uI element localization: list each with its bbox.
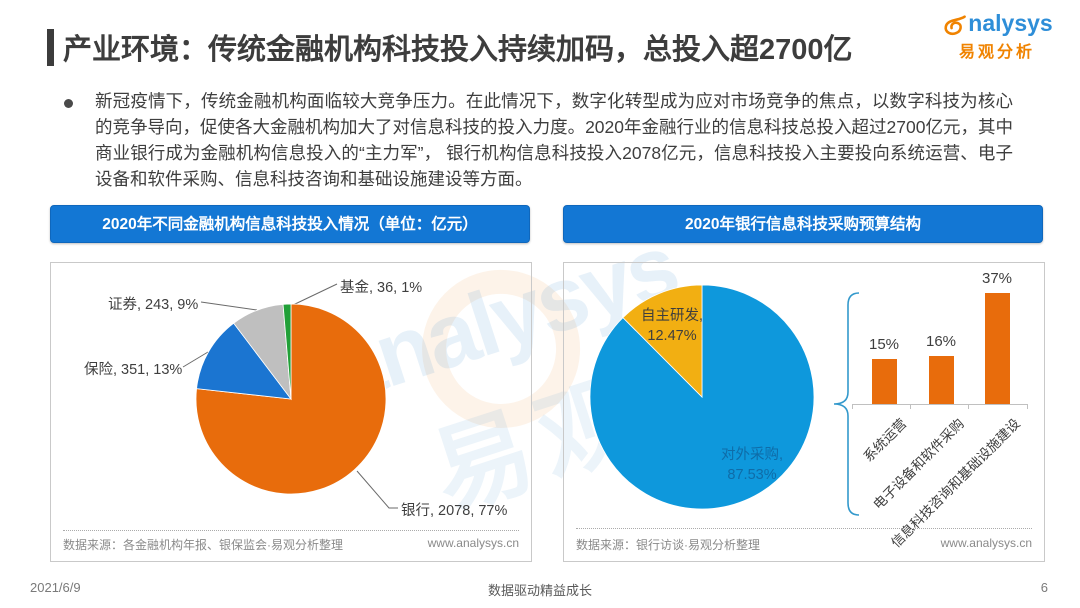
pie-label-outsourced: 对外采购, 87.53% <box>704 445 800 485</box>
page-title: 产业环境：传统金融机构科技投入持续加码，总投入超2700亿 <box>63 34 853 66</box>
right-chart-header: 2020年银行信息科技采购预算结构 <box>563 205 1043 243</box>
pie-slice-自主研发 <box>622 284 703 398</box>
bar-value-label: 37% <box>981 270 1013 287</box>
bar-value-label: 15% <box>868 336 900 353</box>
bullet-icon <box>64 99 73 108</box>
pie-label-inhouse-pct: 12.47% <box>647 328 697 344</box>
bar-value-label: 16% <box>925 333 957 350</box>
source-separator <box>576 528 1032 529</box>
footer-page-number: 6 <box>1040 580 1048 595</box>
left-chart-header: 2020年不同金融机构信息科技投入情况（单位：亿元） <box>50 205 530 243</box>
title-accent-bar <box>47 29 54 66</box>
bar-信息科技咨询和基础设施建设 <box>984 293 1010 404</box>
leader-line-fund <box>292 283 338 306</box>
pie-label-inhouse-name: 自主研发, <box>640 308 704 324</box>
logo-subtitle: 易观分析 <box>958 44 1035 61</box>
footer-slogan: 数据驱动精益成长 <box>487 583 592 598</box>
footer-date: 2021/6/9 <box>30 580 81 595</box>
right-pie-chart <box>589 284 815 510</box>
pie-label-outsourced-name: 对外采购, <box>720 447 784 463</box>
pie-label-bank: 银行, 2078, 77% <box>401 503 508 519</box>
leader-line-securities <box>200 301 258 311</box>
axis-tick <box>1027 404 1028 409</box>
left-pie-chart <box>182 283 398 509</box>
x-axis <box>852 404 1028 405</box>
source-separator <box>63 530 519 531</box>
leader-line-insurance <box>182 351 209 368</box>
axis-tick <box>968 404 969 409</box>
website-right: www.analysys.cn <box>940 536 1032 550</box>
pie-slice-银行 <box>195 303 387 495</box>
pie-slice-基金 <box>282 303 292 400</box>
pie-label-inhouse: 自主研发, 12.47% <box>624 306 720 346</box>
pie-label-insurance: 保险, 351, 13% <box>84 362 183 378</box>
pie-label-fund: 基金, 36, 1% <box>340 280 423 296</box>
bar-系统运营 <box>871 359 897 404</box>
axis-tick <box>910 404 911 409</box>
pie-slice-保险 <box>196 322 292 400</box>
leader-lines <box>182 283 398 509</box>
data-source-left: 数据来源：各金融机构年报、银保监会·易观分析整理 <box>63 538 343 552</box>
left-chart-panel: 基金, 36, 1% 证券, 243, 9% 保险, 351, 13% 银行, … <box>50 262 532 562</box>
leader-line-bank <box>356 470 398 509</box>
right-chart-panel: 自主研发, 12.47% 对外采购, 87.53% 15% 系统运营 16% 电子设备… <box>563 262 1045 562</box>
website-left: www.analysys.cn <box>427 536 519 550</box>
axis-tick <box>852 404 853 409</box>
pie-label-outsourced-pct: 87.53% <box>727 467 777 483</box>
pie-label-securities: 证券, 243, 9% <box>108 297 199 313</box>
logo-wordmark: nalysys <box>968 10 1053 36</box>
data-source-right: 数据来源：银行访谈·易观分析整理 <box>576 538 760 552</box>
logo-swirl-icon <box>944 14 967 35</box>
analysys-logo: nalysys 易观分析 <box>938 10 1056 62</box>
summary-paragraph: 新冠疫情下，传统金融机构面临较大竞争压力。在此情况下，数字化转型成为应对市场竞争… <box>95 91 1013 189</box>
bar-电子设备和软件采购 <box>928 356 954 404</box>
brace-icon <box>833 292 860 516</box>
